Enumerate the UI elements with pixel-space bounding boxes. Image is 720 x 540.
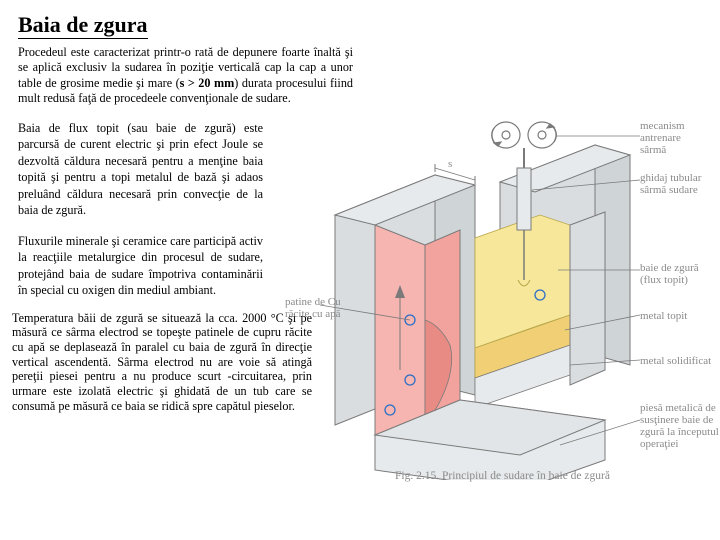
paragraph-1: Procedeul este caracterizat printr-o rat… bbox=[18, 45, 353, 106]
label-molten-metal: metal topit bbox=[640, 310, 687, 322]
paragraph-3: Fluxurile minerale şi ceramice care part… bbox=[18, 233, 263, 299]
label-mechanism: mecanism antrenare sârmă bbox=[640, 120, 685, 156]
label-solidified: metal solidificat bbox=[640, 355, 711, 367]
paragraph-4: Temperatura băii de zgură se situează la… bbox=[12, 311, 312, 413]
label-s: s bbox=[448, 158, 452, 170]
label-cu-shoe: patine de Cu răcite cu apă bbox=[285, 296, 341, 320]
page-title: Baia de zgura bbox=[18, 12, 148, 38]
label-slag-bath: baie de zgură (flux topit) bbox=[640, 262, 699, 286]
paragraph-2: Baia de flux topit (sau baie de zgură) e… bbox=[18, 120, 263, 219]
p1-bold: s > 20 mm bbox=[180, 76, 235, 90]
label-guide: ghidaj tubular sârmă sudare bbox=[640, 172, 701, 196]
label-support-plate: piesă metalică de susţinere baie de zgur… bbox=[640, 402, 719, 450]
figure-caption: Fig. 2.15. Principiul de sudare în baie … bbox=[395, 470, 610, 482]
